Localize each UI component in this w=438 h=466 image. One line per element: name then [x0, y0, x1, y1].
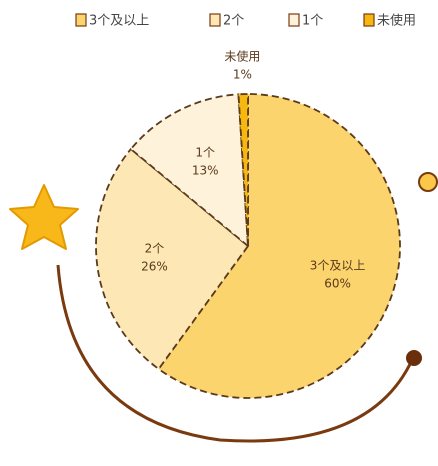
legend-label: 2个 — [223, 14, 244, 29]
decor-arc — [56, 264, 414, 443]
legend-swatch — [209, 13, 221, 27]
legend-item: 3个及以上 — [75, 13, 149, 29]
slice-value-label: 13% — [192, 164, 219, 178]
legend-item: 未使用 — [363, 13, 416, 29]
decor-star — [9, 184, 79, 250]
legend: 3个及以上 2个 1个 未使用 — [75, 13, 416, 29]
legend-label: 3个及以上 — [89, 14, 149, 29]
pie: 3个及以上 60% 2个 26% 1个 13% 未使用 1% — [95, 49, 401, 399]
pie-slice — [95, 147, 250, 371]
slice-category: 3个及以上 — [310, 259, 366, 273]
legend-label: 1个 — [302, 14, 323, 29]
decor-dot — [406, 350, 422, 366]
legend-swatch — [363, 13, 375, 27]
slice-category: 未使用 — [224, 49, 260, 64]
legend-label: 未使用 — [377, 13, 416, 29]
legend-swatch — [288, 13, 300, 27]
legend-item: 1个 — [288, 13, 323, 29]
slice-value-label: 26% — [141, 259, 168, 273]
slice-category: 1个 — [195, 146, 215, 160]
slice-value-label: 60% — [324, 277, 351, 291]
pie-slice — [157, 93, 401, 399]
pie-slice — [237, 93, 249, 247]
decor-dot — [418, 172, 438, 192]
pie-slice — [129, 93, 250, 249]
legend-item: 2个 — [209, 13, 244, 29]
slice-value-label: 1% — [233, 68, 252, 82]
slice-category: 2个 — [145, 241, 165, 255]
legend-swatch — [75, 13, 87, 27]
